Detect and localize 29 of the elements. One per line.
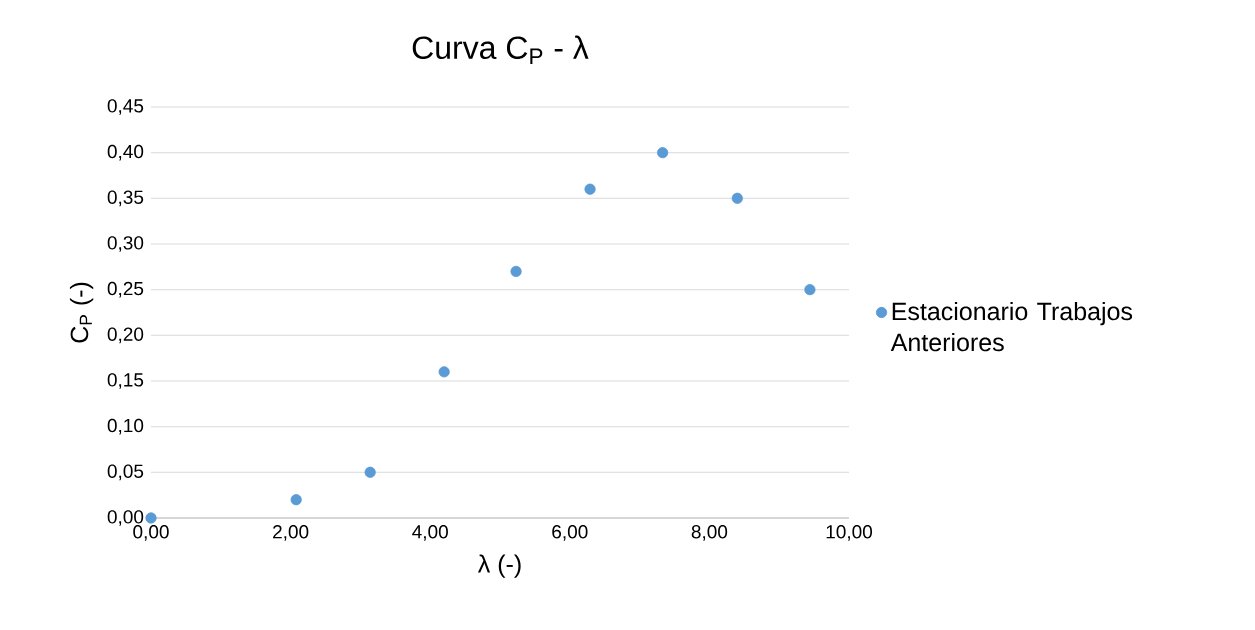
point — [731, 192, 743, 204]
y-tick-label: 0,20 — [107, 327, 144, 344]
y-tick-label: 0,05 — [107, 464, 144, 481]
point — [584, 183, 596, 195]
y-tick-label: 0,00 — [107, 510, 144, 526]
point — [364, 466, 376, 478]
x-tick-label: 0,00 — [133, 525, 169, 541]
point — [657, 147, 669, 159]
x-tick-label: 8,00 — [691, 525, 728, 541]
x-tick-label: 2,00 — [273, 525, 309, 541]
point — [438, 366, 450, 378]
x-axis-title: λ (-) — [477, 554, 521, 578]
point — [290, 494, 302, 506]
point — [804, 284, 816, 296]
x-tick-label: 6,00 — [552, 525, 588, 541]
y-tick-label: 0,40 — [107, 144, 144, 161]
y-axis-title: C$_{P}$ (-) — [69, 282, 94, 343]
point — [145, 512, 157, 524]
legend-label: Estacionario Trabajos Anteriores — [890, 301, 1133, 352]
point — [510, 265, 522, 277]
y-tick-label: 0,10 — [107, 418, 144, 435]
x-tick-label: 10,00 — [826, 525, 873, 541]
y-tick-label: 0,25 — [107, 281, 144, 298]
y-tick-label: 0,45 — [107, 99, 144, 115]
y-tick-label: 0,15 — [107, 373, 144, 389]
chart-title: Curva C$_{P}$ - λ — [412, 35, 589, 64]
y-tick-label: 0,35 — [107, 190, 144, 207]
y-tick-label: 0,30 — [107, 236, 144, 252]
x-tick-label: 4,00 — [412, 525, 448, 541]
